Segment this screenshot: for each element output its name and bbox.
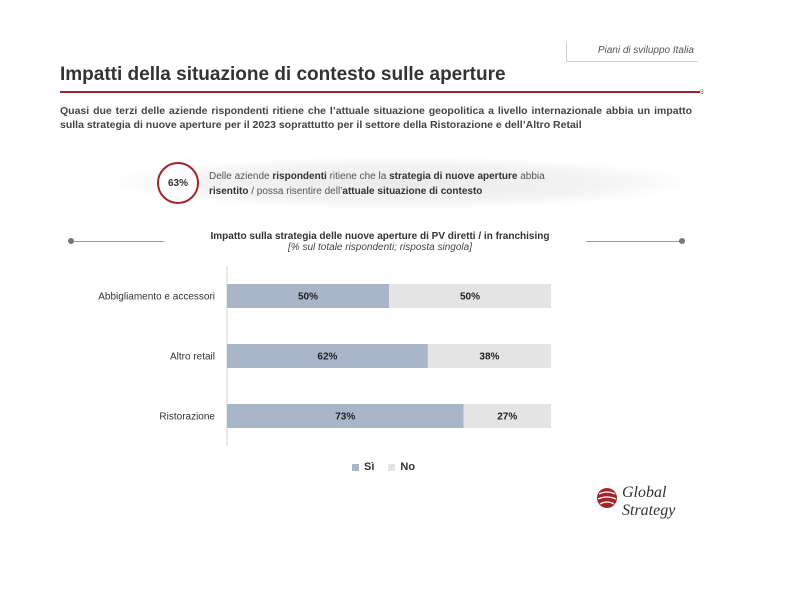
bar-segment-si xyxy=(227,404,464,428)
callout-part: ritiene che la xyxy=(326,171,390,182)
bar-segment-no xyxy=(463,404,551,428)
data-label: 50% xyxy=(298,292,318,303)
callout-bold: risentito xyxy=(209,186,249,197)
global-strategy-logo: Global Strategy xyxy=(597,484,676,519)
percentage-badge: 63% xyxy=(157,162,199,204)
intro-paragraph: Quasi due terzi delle aziende rispondent… xyxy=(60,105,692,131)
data-label: 27% xyxy=(497,412,517,423)
section-tag: Piani di sviluppo Italia xyxy=(566,42,698,62)
legend-swatch-si xyxy=(352,463,359,471)
decor-line-left xyxy=(74,241,164,242)
page-title: Impatti della situazione di contesto sul… xyxy=(60,64,506,85)
legend-swatch-no xyxy=(388,463,396,471)
legend-item-no: No xyxy=(388,461,415,473)
decor-line-right xyxy=(586,241,680,242)
decor-dot-right xyxy=(679,238,685,244)
chart-legend: Sì No xyxy=(352,461,415,473)
callout-bold: rispondenti xyxy=(272,171,327,182)
logo-text-line2: Strategy xyxy=(622,502,676,519)
callout-part: Delle aziende xyxy=(209,171,273,182)
callout-part: / possa risentire dell’ xyxy=(248,186,343,197)
callout-bold: strategia di nuove aperture xyxy=(389,171,518,182)
chart-heading: Impatto sulla strategia delle nuove aper… xyxy=(60,231,700,253)
legend-item-si: Sì xyxy=(352,461,374,473)
callout-band xyxy=(120,158,680,208)
category-label: Altro retail xyxy=(170,352,215,363)
legend-label-no: No xyxy=(400,461,416,473)
callout-text: Delle aziende rispondenti ritiene che la… xyxy=(209,169,609,199)
data-label: 50% xyxy=(460,292,480,303)
data-label: 38% xyxy=(479,352,499,363)
bar-segment-si xyxy=(227,344,428,368)
category-label: Abbigliamento e accessori xyxy=(98,292,215,303)
bar-segment-no xyxy=(389,284,551,308)
callout-bold: attuale situazione di contesto xyxy=(342,186,483,197)
category-label: Ristorazione xyxy=(159,412,215,423)
title-underline xyxy=(60,91,700,93)
bar-segment-si xyxy=(227,284,389,308)
bar-segment-no xyxy=(427,344,551,368)
callout-part: abbia xyxy=(517,171,545,182)
chart-title: Impatto sulla strategia delle nuove aper… xyxy=(210,231,550,242)
legend-label-si: Sì xyxy=(364,461,375,473)
chart-subtitle: [% sul totale rispondenti; risposta sing… xyxy=(288,242,472,253)
data-label: 62% xyxy=(317,352,337,363)
logo-text-line1: Global xyxy=(622,484,667,501)
decor-dot-left xyxy=(68,238,74,244)
page-number: 8 xyxy=(700,89,704,96)
data-label: 73% xyxy=(335,412,355,423)
